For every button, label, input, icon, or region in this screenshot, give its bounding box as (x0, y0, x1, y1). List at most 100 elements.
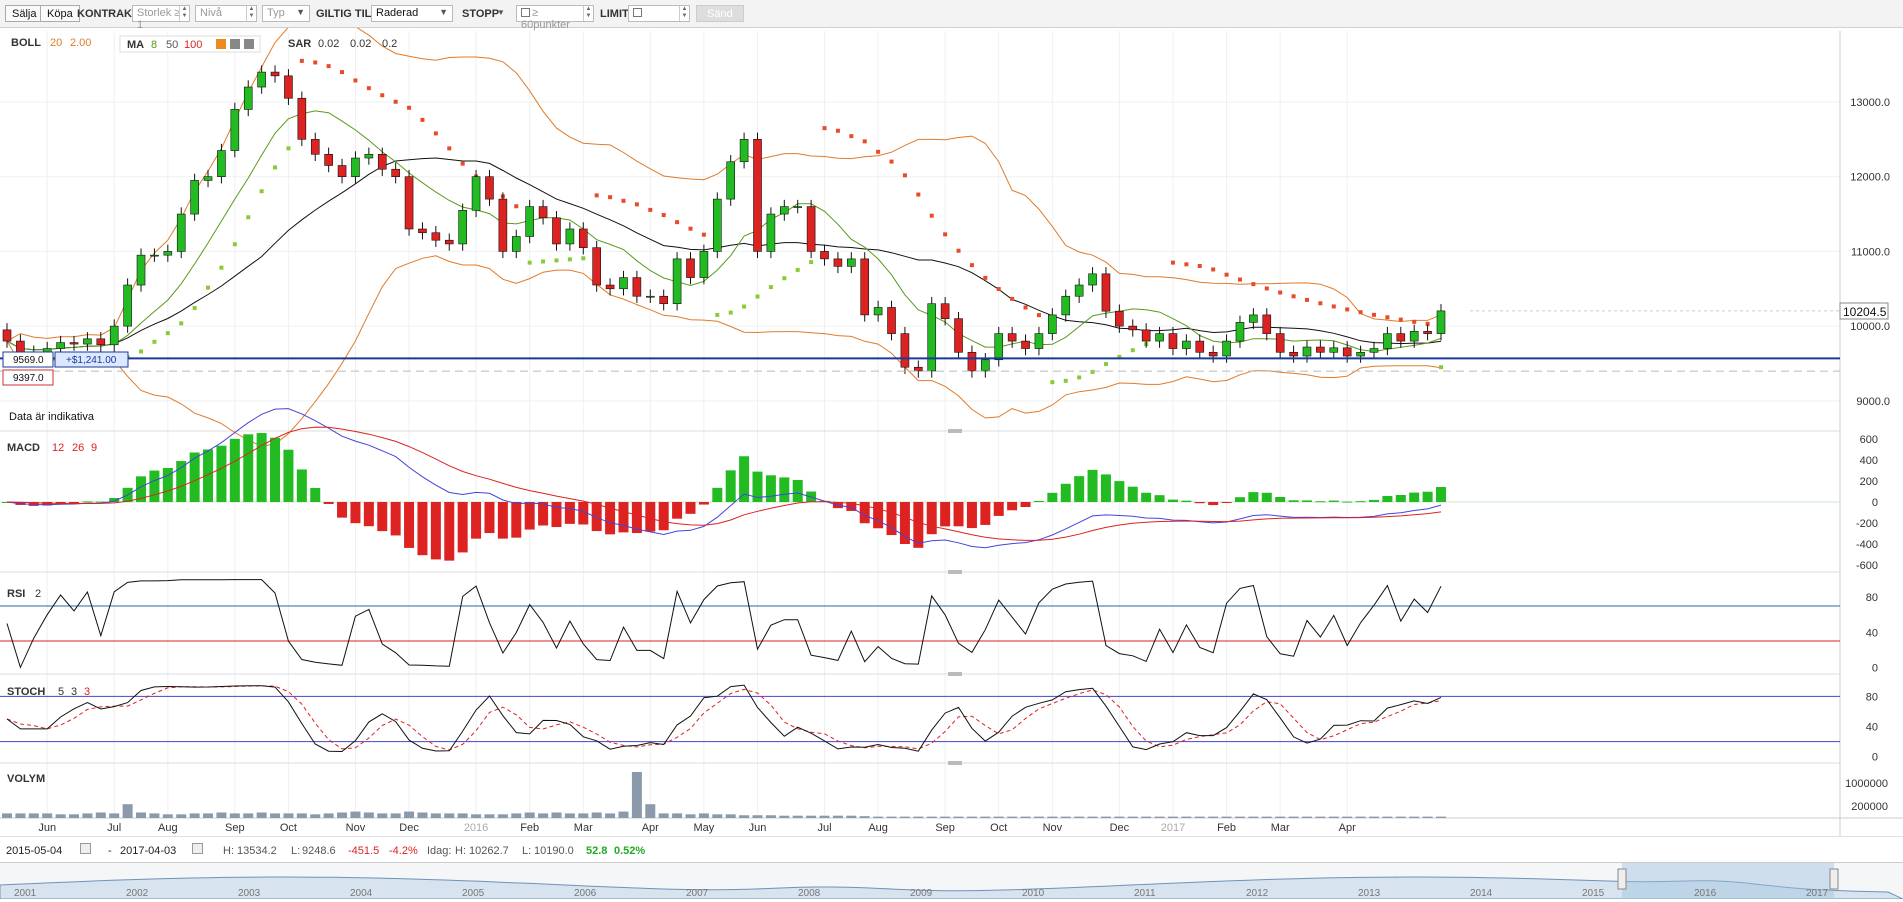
price-candle[interactable] (726, 161, 736, 200)
price-candle[interactable] (83, 338, 92, 345)
price-candle[interactable] (1396, 333, 1406, 342)
price-candle[interactable] (619, 277, 628, 290)
price-candle[interactable] (1088, 273, 1097, 286)
position-marker[interactable]: 9569.0 +$1,241.00 (2, 351, 129, 368)
price-candle[interactable] (176, 213, 186, 252)
price-candle[interactable] (538, 206, 548, 219)
price-candle[interactable] (284, 75, 293, 99)
price-candle[interactable] (1316, 346, 1325, 353)
price-candle[interactable] (1061, 295, 1071, 316)
price-candle[interactable] (418, 228, 427, 234)
price-candle[interactable] (605, 284, 615, 290)
pane-resize-handle[interactable] (948, 761, 962, 765)
price-candle[interactable] (860, 258, 870, 316)
price-candle[interactable] (712, 198, 722, 252)
price-candle[interactable] (1155, 333, 1164, 342)
price-candle[interactable] (1168, 333, 1178, 349)
price-candle[interactable] (150, 254, 159, 257)
price-candle[interactable] (525, 206, 534, 237)
price-candle[interactable] (793, 206, 803, 208)
price-candle[interactable] (377, 153, 387, 170)
stop-chevron-icon[interactable]: ▼ (497, 8, 505, 17)
price-candle[interactable] (1369, 348, 1379, 353)
stop-marker[interactable]: 9397.0 (2, 369, 54, 386)
price-candle[interactable] (914, 366, 923, 372)
price-candle[interactable] (1128, 325, 1138, 331)
price-candle[interactable] (56, 342, 65, 349)
price-candle[interactable] (873, 307, 883, 316)
price-candle[interactable] (337, 165, 347, 177)
price-candle[interactable] (310, 139, 320, 155)
price-candle[interactable] (1048, 314, 1057, 334)
limit-spinner-icon[interactable]: ▲ ▼ (679, 6, 689, 21)
calendar-icon[interactable] (192, 843, 203, 854)
from-date[interactable]: 2015-05-04 (6, 845, 63, 857)
to-date[interactable]: 2017-04-03 (120, 845, 177, 857)
price-candle[interactable] (1356, 351, 1365, 357)
size-input[interactable]: Storlek ≥ 1 ▲ ▼ (132, 5, 190, 31)
price-candle[interactable] (1249, 314, 1258, 323)
price-candle[interactable] (940, 303, 950, 319)
price-candle[interactable] (69, 342, 79, 345)
price-candle[interactable] (324, 153, 333, 166)
price-candle[interactable] (190, 180, 199, 215)
size-spinner-icon[interactable]: ▲ ▼ (179, 6, 189, 21)
navigator-left-handle[interactable] (1617, 868, 1627, 890)
price-candle[interactable] (1262, 314, 1272, 334)
price-candle[interactable] (230, 109, 240, 151)
price-candle[interactable] (927, 303, 937, 372)
price-candle[interactable] (847, 258, 856, 267)
price-candle[interactable] (1182, 340, 1191, 349)
price-candle[interactable] (753, 139, 762, 252)
price-candle[interactable] (1115, 310, 1124, 327)
price-candle[interactable] (686, 258, 695, 278)
price-candle[interactable] (1409, 331, 1419, 342)
price-candle[interactable] (1235, 322, 1245, 342)
price-candle[interactable] (833, 258, 843, 267)
price-candle[interactable] (391, 168, 400, 177)
pane-resize-handle[interactable] (948, 570, 962, 574)
price-candle[interactable] (404, 176, 414, 230)
price-candle[interactable] (270, 71, 280, 77)
price-candle[interactable] (1329, 347, 1339, 353)
price-candle[interactable] (900, 333, 910, 368)
price-candle[interactable] (1383, 333, 1392, 349)
pane-resize-handle[interactable] (948, 672, 962, 676)
price-candle[interactable] (1275, 333, 1285, 353)
price-candle[interactable] (444, 239, 454, 245)
limit-input[interactable]: ▲ ▼ (628, 5, 690, 22)
price-candle[interactable] (552, 217, 561, 245)
price-candle[interactable] (820, 251, 829, 260)
ma-settings-icon[interactable] (230, 39, 240, 49)
price-candle[interactable] (1342, 347, 1352, 357)
navigator-chart[interactable]: 2001 2002 2003 2004 2005 2006 2007 2008 2009 2010… (0, 863, 1903, 900)
price-candle[interactable] (431, 232, 441, 241)
price-candle[interactable] (1423, 331, 1432, 334)
price-candle[interactable] (887, 307, 896, 334)
price-candle[interactable] (699, 251, 709, 278)
price-candle[interactable] (632, 277, 642, 297)
price-candle[interactable] (967, 351, 977, 372)
stop-checkbox[interactable] (521, 8, 530, 17)
price-candle[interactable] (1034, 333, 1044, 349)
price-candle[interactable] (217, 150, 226, 177)
price-candle[interactable] (1021, 340, 1030, 349)
navigator-window[interactable] (1622, 863, 1834, 899)
price-candle[interactable] (1436, 310, 1446, 334)
price-candle[interactable] (1222, 340, 1231, 357)
price-candle[interactable] (659, 295, 668, 305)
price-candle[interactable] (1195, 340, 1205, 353)
price-candle[interactable] (257, 71, 266, 88)
buy-button[interactable]: Köpa (40, 5, 80, 22)
price-candle[interactable] (780, 206, 789, 215)
price-candle[interactable] (672, 258, 682, 305)
price-candle[interactable] (578, 228, 588, 248)
price-candle[interactable] (1302, 346, 1312, 357)
stop-spinner-icon[interactable]: ▲ ▼ (583, 6, 593, 21)
price-candle[interactable] (498, 198, 508, 252)
price-candle[interactable] (458, 210, 467, 245)
level-spinner-icon[interactable]: ▲ ▼ (246, 6, 256, 21)
navigator-right-handle[interactable] (1829, 868, 1839, 890)
type-select[interactable]: Typ ▼ (262, 5, 310, 22)
price-candle[interactable] (954, 318, 963, 353)
